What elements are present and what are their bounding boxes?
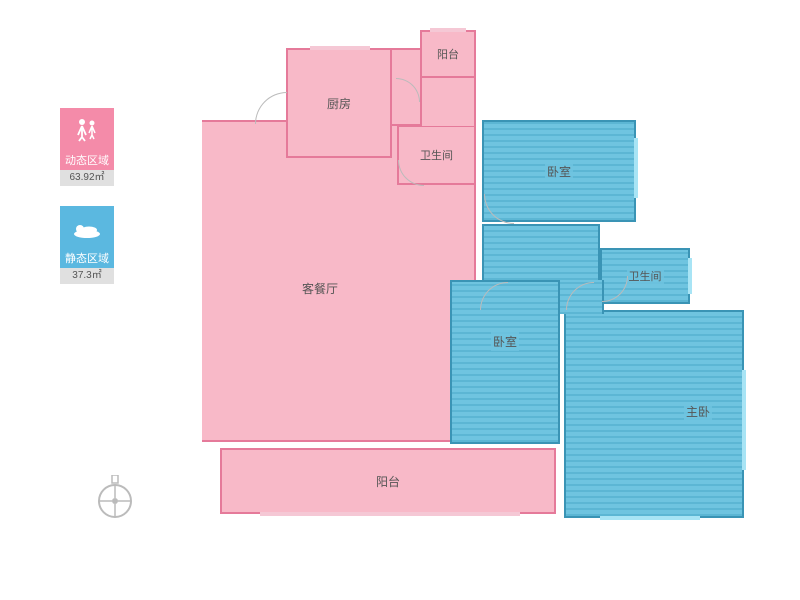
corridor-mid [420,78,476,126]
legend-static: 静态区域 37.3㎡ [60,206,114,284]
room-balcony-bottom: 阳台 [220,448,556,514]
legend-static-value: 37.3㎡ [60,268,114,284]
room-living-ext [200,120,290,160]
window-balcony-top [430,28,466,32]
door-kitchen [255,92,287,124]
room-balcony-top: 阳台 [420,30,476,78]
window-master-right [742,370,746,470]
floor-plan: 客餐厅 厨房 阳台 卫生间 阳台 卧室 卫生间 卧室 主卧 [200,30,750,570]
room-kitchen: 厨房 [286,48,392,158]
room-bath2-label: 卫生间 [627,267,664,285]
people-icon [60,108,114,152]
corridor-static [482,224,600,280]
wall-left-notch [192,112,202,450]
room-bedroom2-label: 卧室 [491,332,519,351]
room-living-label: 客餐厅 [302,280,338,297]
room-balcony-top-label: 阳台 [437,46,459,62]
room-balcony-bottom-label: 阳台 [376,473,400,490]
window-bath2 [688,258,692,294]
legend-panel: 动态区域 63.92㎡ 静态区域 37.3㎡ [60,108,114,304]
legend-dynamic-label: 动态区域 [60,152,114,170]
legend-dynamic-value: 63.92㎡ [60,170,114,186]
compass-icon [95,475,135,521]
room-kitchen-label: 厨房 [327,95,351,112]
room-bath1-label: 卫生间 [420,147,453,163]
legend-static-label: 静态区域 [60,250,114,268]
window-bedroom1 [634,138,638,198]
corridor-right [397,185,476,285]
sleep-icon [60,206,114,250]
room-bedroom1-label: 卧室 [545,162,573,181]
room-master: 主卧 [564,310,744,518]
window-balcony-bottom [260,512,520,516]
window-master-bottom [600,516,700,520]
legend-dynamic: 动态区域 63.92㎡ [60,108,114,186]
window-kitchen [310,46,370,50]
room-master-label: 主卧 [684,402,712,421]
